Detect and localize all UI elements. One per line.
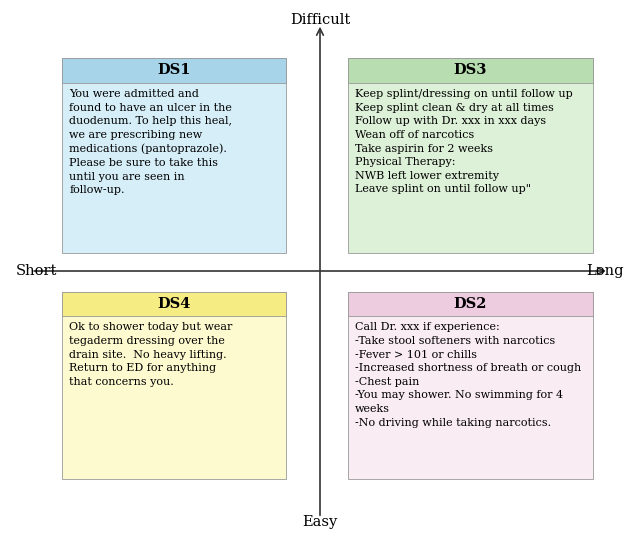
FancyBboxPatch shape [62, 57, 286, 253]
FancyBboxPatch shape [348, 57, 593, 83]
FancyBboxPatch shape [348, 292, 593, 479]
FancyBboxPatch shape [348, 292, 593, 316]
FancyBboxPatch shape [348, 57, 593, 253]
FancyBboxPatch shape [62, 292, 286, 316]
FancyBboxPatch shape [62, 292, 286, 479]
Text: Short: Short [16, 264, 57, 278]
Text: DS1: DS1 [157, 63, 191, 78]
Text: Difficult: Difficult [290, 14, 350, 28]
Text: Call Dr. xxx if experience:
-Take stool softeners with narcotics
-Fever > 101 or: Call Dr. xxx if experience: -Take stool … [355, 322, 581, 428]
Text: DS4: DS4 [157, 297, 191, 311]
Text: DS3: DS3 [454, 63, 487, 78]
Text: DS2: DS2 [454, 297, 487, 311]
Text: Easy: Easy [302, 514, 338, 528]
FancyBboxPatch shape [62, 57, 286, 83]
Text: Ok to shower today but wear
tegaderm dressing over the
drain site.  No heavy lif: Ok to shower today but wear tegaderm dre… [69, 322, 233, 387]
Text: Long: Long [587, 264, 624, 278]
Text: You were admitted and
found to have an ulcer in the
duodenum. To help this heal,: You were admitted and found to have an u… [69, 89, 232, 195]
Text: Keep splint/dressing on until follow up
Keep splint clean & dry at all times
Fol: Keep splint/dressing on until follow up … [355, 89, 573, 195]
